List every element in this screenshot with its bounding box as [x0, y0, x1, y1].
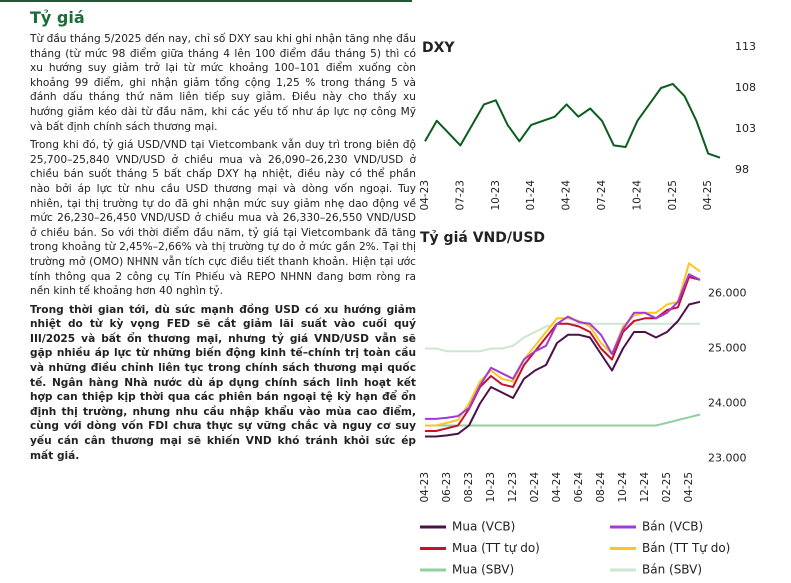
x-tick-label: 02-24	[529, 472, 541, 503]
x-tick-label: 02-25	[661, 472, 673, 503]
x-tick-label: 07-23	[454, 180, 466, 211]
chart-title: Tỷ giá VND/USD	[420, 230, 545, 246]
x-tick-label: 04-23	[419, 472, 431, 503]
legend-label: Bán (TT Tự do)	[642, 541, 730, 555]
paragraph: Trong thời gian tới, dù sức mạnh đồng US…	[30, 303, 416, 462]
y-tick-label: 23.000	[708, 452, 747, 465]
x-tick-label: 04-25	[683, 472, 695, 503]
x-tick-label: 10-23	[490, 180, 502, 211]
y-tick-label: 103	[735, 122, 756, 135]
data-line	[425, 273, 701, 420]
x-tick-label: 04-24	[561, 180, 573, 211]
data-line	[425, 262, 701, 427]
y-tick-label: 26.000	[708, 287, 747, 300]
y-tick-label: 24.000	[708, 397, 747, 410]
y-tick-label: 98	[735, 163, 749, 176]
x-tick-label: 10-24	[631, 180, 643, 211]
x-tick-label: 12-23	[507, 472, 519, 503]
top-rule	[0, 0, 412, 2]
data-line	[425, 322, 700, 353]
paragraph: Từ đầu tháng 5/2025 đến nay, chỉ số DXY …	[30, 33, 416, 133]
legend-label: Mua (SBV)	[452, 563, 514, 577]
text-column: Từ đầu tháng 5/2025 đến nay, chỉ số DXY …	[30, 32, 416, 467]
x-tick-label: 08-23	[463, 472, 475, 503]
x-tick-label: 12-24	[639, 472, 651, 503]
x-tick-label: 07-24	[596, 180, 608, 211]
legend-label: Bán (SBV)	[642, 563, 702, 577]
x-tick-label: 04-25	[702, 180, 714, 211]
y-tick-label: 113	[735, 40, 756, 53]
x-tick-label: 01-25	[667, 180, 679, 211]
x-tick-label: 10-23	[485, 472, 497, 503]
x-tick-label: 08-24	[595, 472, 607, 503]
x-tick-label: 04-23	[419, 180, 431, 211]
chart-title: DXY	[422, 40, 455, 56]
section-title: Tỷ giá	[30, 8, 85, 27]
legend-label: Bán (VCB)	[642, 520, 703, 534]
x-tick-label: 06-23	[441, 472, 453, 503]
legend-label: Mua (VCB)	[452, 520, 515, 534]
y-tick-label: 108	[735, 81, 756, 94]
x-tick-label: 04-24	[551, 472, 563, 503]
legend-label: Mua (TT tự do)	[452, 541, 540, 555]
data-line	[424, 82, 721, 159]
x-tick-label: 06-24	[573, 472, 585, 503]
x-tick-label: 01-24	[525, 180, 537, 211]
y-tick-label: 25.000	[708, 342, 747, 355]
paragraph: Trong khi đó, tỷ giá USD/VND tại Vietcom…	[30, 139, 416, 298]
data-line	[425, 413, 701, 427]
data-line	[425, 300, 701, 438]
x-tick-label: 10-24	[617, 472, 629, 503]
